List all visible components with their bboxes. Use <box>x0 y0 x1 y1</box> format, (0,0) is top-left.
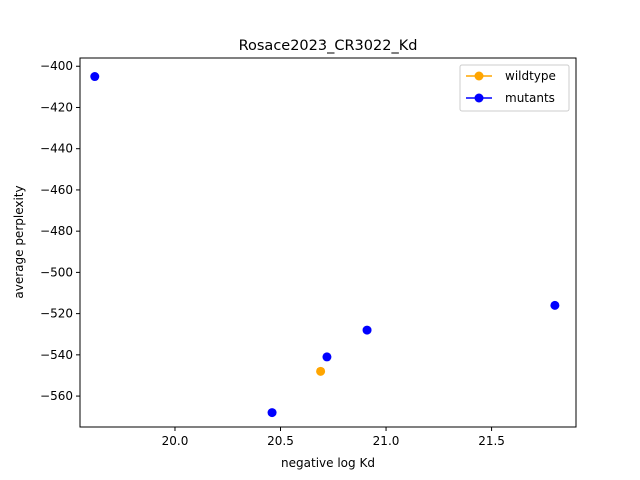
data-point-mutants <box>550 300 560 310</box>
legend-marker-mutants <box>474 93 484 103</box>
y-tick-label: −420 <box>40 100 73 114</box>
x-tick-label: 20.5 <box>267 434 294 448</box>
y-tick-label: −480 <box>40 224 73 238</box>
legend-label-wildtype: wildtype <box>505 69 556 83</box>
x-axis-label: negative log Kd <box>281 456 375 470</box>
x-tick-label: 21.5 <box>478 434 505 448</box>
y-axis-label: average perplexity <box>12 185 26 298</box>
y-tick-label: −400 <box>40 59 73 73</box>
data-point-mutants <box>267 408 277 418</box>
data-point-mutants <box>362 325 372 335</box>
y-tick-label: −460 <box>40 183 73 197</box>
x-tick-label: 21.0 <box>373 434 400 448</box>
x-axis: 20.0 20.5 21.0 21.5 <box>162 427 505 448</box>
y-tick-label: −520 <box>40 307 73 321</box>
data-point-wildtype <box>316 366 326 376</box>
y-tick-label: −440 <box>40 142 73 156</box>
data-point-mutants <box>322 352 332 362</box>
x-tick-label: 20.0 <box>162 434 189 448</box>
legend: wildtype mutants <box>459 64 570 112</box>
y-tick-label: −500 <box>40 265 73 279</box>
axes-frame <box>79 57 577 428</box>
chart-title: Rosace2023_CR3022_Kd <box>239 38 418 54</box>
y-axis: −400 −420 −440 −460 −480 −500 −520 −540 −560 <box>40 59 80 403</box>
legend-marker-wildtype <box>474 71 484 81</box>
data-point-mutants <box>90 72 100 82</box>
legend-label-mutants: mutants <box>505 91 555 105</box>
y-tick-label: −540 <box>40 348 73 362</box>
y-tick-label: −560 <box>40 389 73 403</box>
plot-area <box>90 72 560 418</box>
